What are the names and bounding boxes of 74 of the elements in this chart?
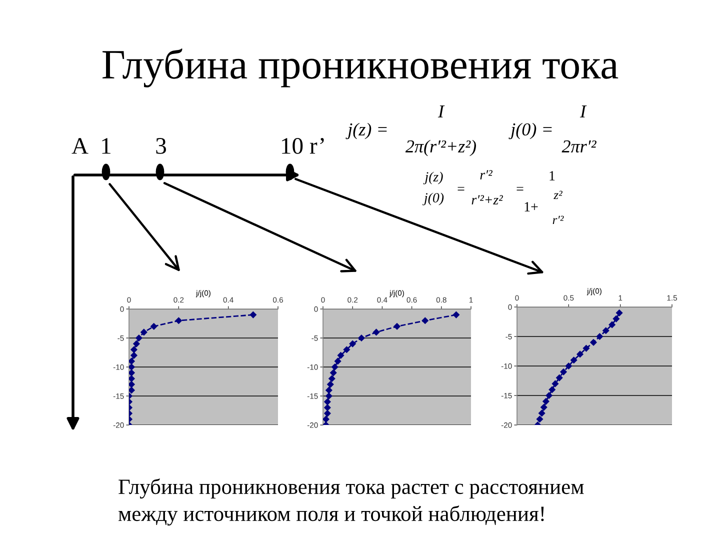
point	[130, 346, 138, 353]
point	[358, 334, 365, 342]
text: r′²	[480, 170, 492, 180]
point	[136, 334, 142, 342]
point	[129, 370, 135, 376]
text: 3	[156, 138, 166, 154]
point	[540, 404, 548, 411]
text: Глубина проникновения тока	[102, 48, 618, 88]
point	[328, 375, 336, 382]
point	[552, 380, 558, 387]
point	[565, 362, 572, 370]
point	[175, 317, 182, 324]
point	[538, 410, 546, 416]
point	[327, 381, 334, 388]
point	[612, 316, 620, 322]
text: j(0) =	[508, 122, 552, 140]
point	[452, 312, 460, 318]
text: I	[438, 106, 445, 118]
point	[326, 386, 332, 394]
point	[596, 333, 603, 340]
point	[130, 352, 138, 359]
text: j(z) =	[346, 122, 387, 140]
point	[338, 352, 344, 359]
point	[556, 374, 563, 382]
text: 2π(r′²+z²)	[405, 140, 476, 156]
text: 10 r’	[282, 138, 324, 154]
text: A	[72, 138, 88, 154]
text: j(z)	[423, 172, 443, 184]
point	[536, 416, 543, 422]
point	[602, 327, 610, 334]
text: =	[516, 186, 524, 190]
text: 1	[550, 171, 555, 180]
point	[129, 358, 135, 364]
point	[334, 358, 342, 364]
point	[324, 410, 331, 417]
point	[608, 321, 616, 328]
point	[326, 392, 332, 400]
text: I	[580, 106, 587, 118]
point	[324, 404, 331, 411]
text: 1+	[524, 202, 538, 212]
point	[542, 398, 550, 405]
point	[129, 386, 135, 394]
point	[576, 350, 584, 358]
point	[590, 339, 597, 346]
point	[548, 386, 556, 393]
point	[330, 370, 337, 376]
point	[616, 310, 623, 316]
text: Глубина проникновения тока растет с расстоянием между источником поля и точкой наблюдения!	[118, 478, 584, 526]
point	[332, 364, 338, 370]
text: 1	[102, 138, 110, 154]
point	[582, 345, 590, 352]
text: r′²+z²	[472, 195, 503, 204]
point	[129, 364, 135, 370]
point	[343, 346, 350, 353]
point	[323, 416, 330, 422]
point	[422, 317, 428, 324]
text: =	[458, 186, 464, 190]
point	[140, 328, 148, 336]
text: 2πr′²	[562, 140, 596, 153]
point	[133, 340, 140, 348]
point	[560, 368, 567, 376]
text: j(0)	[422, 192, 444, 206]
point	[373, 328, 380, 336]
point	[150, 323, 158, 330]
point	[129, 381, 135, 388]
point	[324, 398, 331, 406]
point	[394, 323, 400, 330]
point	[546, 392, 552, 399]
point	[570, 356, 578, 364]
point	[250, 312, 256, 318]
point	[349, 340, 356, 348]
text: r′²	[552, 216, 564, 224]
point	[129, 375, 135, 382]
text: z²	[554, 190, 562, 200]
